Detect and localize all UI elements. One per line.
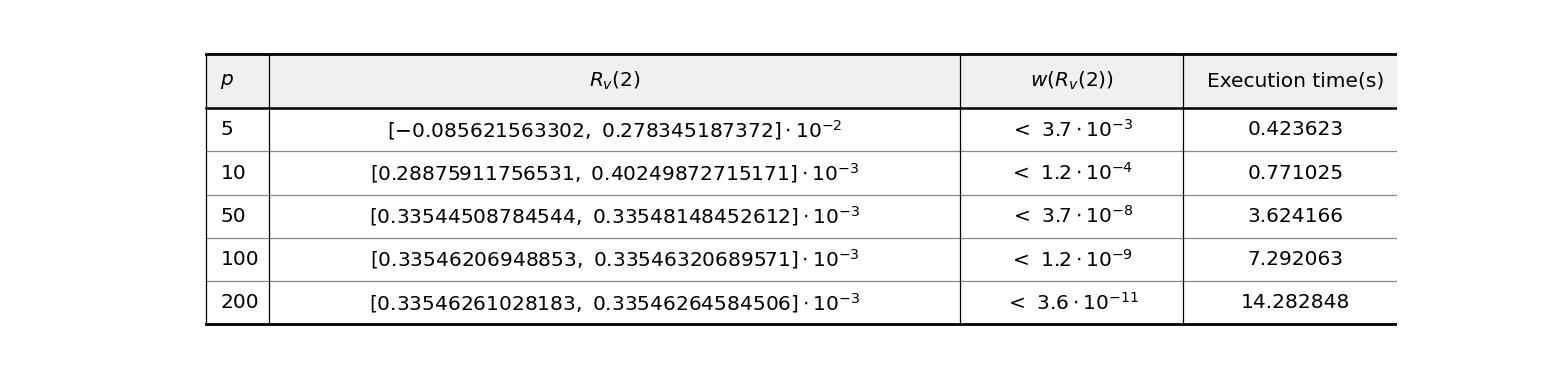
Text: 0.771025: 0.771025 [1248, 163, 1344, 183]
Text: $R_v(2)$: $R_v(2)$ [588, 70, 641, 92]
Polygon shape [206, 54, 1409, 108]
Text: 7.292063: 7.292063 [1248, 250, 1344, 269]
Text: 0.423623: 0.423623 [1248, 120, 1344, 139]
Text: $p$: $p$ [220, 72, 234, 91]
Text: $[0.33546206948853,\ 0.33546320689571]\cdot 10^{-3}$: $[0.33546206948853,\ 0.33546320689571]\c… [369, 247, 860, 271]
Text: $[-0.085621563302,\ 0.278345187372]\cdot 10^{-2}$: $[-0.085621563302,\ 0.278345187372]\cdot… [386, 118, 843, 142]
Text: $<\ 3.6\cdot 10^{-11}$: $<\ 3.6\cdot 10^{-11}$ [1004, 291, 1138, 313]
Text: $<\ 3.7\cdot 10^{-8}$: $<\ 3.7\cdot 10^{-8}$ [1010, 205, 1133, 227]
Text: 3.624166: 3.624166 [1248, 207, 1344, 226]
Text: 14.282848: 14.282848 [1242, 293, 1350, 312]
Text: $[0.33544508784544,\ 0.33548148452612]\cdot 10^{-3}$: $[0.33544508784544,\ 0.33548148452612]\c… [369, 204, 860, 228]
Text: $<\ 1.2\cdot 10^{-9}$: $<\ 1.2\cdot 10^{-9}$ [1009, 249, 1133, 270]
Text: Execution time(s): Execution time(s) [1207, 72, 1384, 91]
Text: $w(R_v(2))$: $w(R_v(2))$ [1029, 70, 1113, 92]
Text: $[0.28875911756531,\ 0.40249872715171]\cdot 10^{-3}$: $[0.28875911756531,\ 0.40249872715171]\c… [369, 161, 858, 185]
Text: $<\ 1.2\cdot 10^{-4}$: $<\ 1.2\cdot 10^{-4}$ [1009, 162, 1133, 184]
Text: 5: 5 [220, 120, 233, 139]
Text: 10: 10 [220, 163, 247, 183]
Text: 200: 200 [220, 293, 259, 312]
Text: 100: 100 [220, 250, 259, 269]
Text: 50: 50 [220, 207, 247, 226]
Text: $<\ 3.7\cdot 10^{-3}$: $<\ 3.7\cdot 10^{-3}$ [1010, 119, 1133, 141]
Text: $[0.33546261028183,\ 0.33546264584506]\cdot 10^{-3}$: $[0.33546261028183,\ 0.33546264584506]\c… [369, 291, 860, 315]
